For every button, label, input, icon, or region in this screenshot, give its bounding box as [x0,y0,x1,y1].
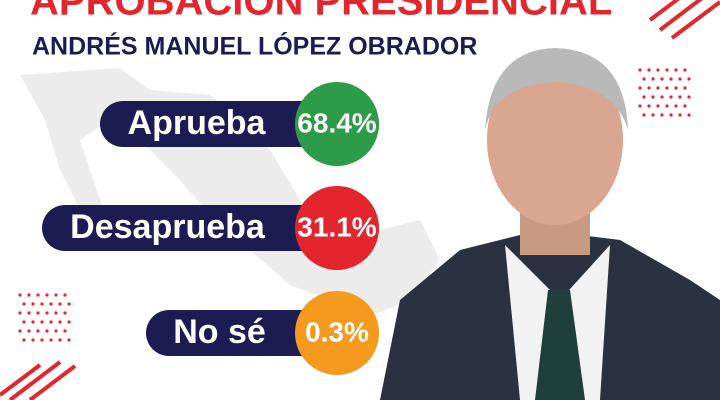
decor-dot [642,77,646,81]
decor-dot [58,338,62,342]
decor-dot [40,338,44,342]
decor-dots [18,68,691,342]
decor-dot [674,68,678,72]
subtitle: ANDRÉS MANUEL LÓPEZ OBRADOR [32,31,477,61]
label-pill [42,205,330,251]
decor-dot [36,311,40,315]
decor-dot [49,320,53,324]
decor-dot [660,113,664,117]
option-value: 31.1% [297,211,376,242]
decor-dot [651,95,655,99]
decor-dot [45,329,49,333]
decor-dot [651,113,655,117]
option-label: Aprueba [128,104,267,142]
decor-dot [40,320,44,324]
decor-dot [669,95,673,99]
decor-dot [31,320,35,324]
option-value: 68.4% [297,107,376,138]
decor-dot [63,311,67,315]
decor-dot [647,68,651,72]
decor-dot [63,293,67,297]
decor-dot [54,293,58,297]
decor-dot [31,302,35,306]
decor-dot [656,68,660,72]
option-label: Desaprueba [70,208,266,246]
value-circle [295,186,379,270]
decor-dot [67,320,71,324]
option-label: No sé [173,313,266,351]
decor-dot [683,104,687,108]
label-pill [146,310,330,356]
decor-dot [54,329,58,333]
decor-dot [67,302,71,306]
decor-dot [678,113,682,117]
decor-dot [665,104,669,108]
decor-dot [45,311,49,315]
decor-dot [638,68,642,72]
decor-dot [36,329,40,333]
decor-dot [18,329,22,333]
decor-dot [660,77,664,81]
title: APROBACIÓN PRESIDENCIAL [30,0,612,24]
decor-dot [49,302,53,306]
decor-dot [683,86,687,90]
decor-dot [54,311,58,315]
decor-dot [27,329,31,333]
decor-dot [647,104,651,108]
value-circle [295,291,379,375]
decor-dot [67,338,71,342]
decor-dot [669,113,673,117]
decor-dot [18,293,22,297]
decor-dot [656,104,660,108]
decor-dot [638,86,642,90]
decor-dot [36,293,40,297]
decor-dot [49,338,53,342]
decor-dot [651,77,655,81]
decor-dot [665,86,669,90]
decor-dot [27,293,31,297]
decor-dot [642,113,646,117]
decor-dot [647,86,651,90]
decor-dot [22,338,26,342]
decor-dot [669,77,673,81]
label-pill [100,101,330,147]
decor-dot [58,320,62,324]
decor-dot [58,302,62,306]
decor-dot [22,302,26,306]
decor-dot [22,320,26,324]
decor-dot [638,104,642,108]
decor-dot [660,95,664,99]
decor-dot [678,77,682,81]
decor-dot [27,311,31,315]
decor-dot [63,329,67,333]
decor-dot [31,338,35,342]
decor-dot [687,95,691,99]
decor-dot [687,77,691,81]
decor-dot [674,86,678,90]
decor-dot [18,311,22,315]
decor-dot [674,104,678,108]
decor-dot [687,113,691,117]
portrait [380,48,720,400]
decor-dot [40,302,44,306]
option-value: 0.3% [305,316,369,347]
decor-dot [45,293,49,297]
value-circle [295,82,379,166]
decor-dot [678,95,682,99]
decor-dot [683,68,687,72]
decor-dot [665,68,669,72]
decor-dot [642,95,646,99]
decor-dot [656,86,660,90]
